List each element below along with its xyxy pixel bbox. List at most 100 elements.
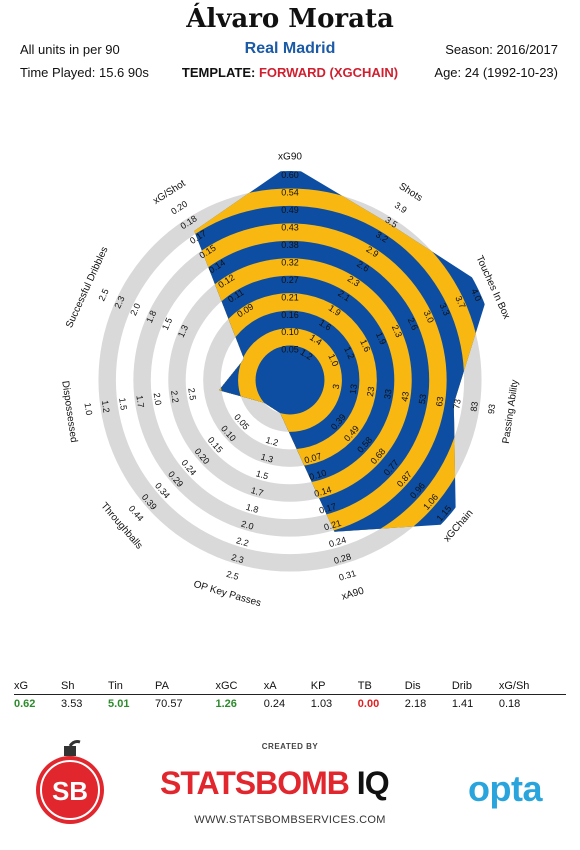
tick-label: 2.5	[96, 287, 110, 303]
stats-value-cell: 0.00	[357, 698, 380, 710]
tick-label: 0.32	[281, 257, 299, 267]
tick-label: 3.3	[438, 302, 452, 318]
tick-label: 3.7	[453, 294, 467, 310]
stats-value-cell: 3.53	[61, 698, 83, 710]
template-label: TEMPLATE:	[181, 65, 256, 80]
tick-label: 23	[365, 386, 376, 397]
tick-label: 1.8	[144, 309, 158, 325]
stats-value-row: 0.62 3.53 5.01 70.57 1.26 0.24 1.03 0.00 2.18 1.4…	[14, 695, 566, 712]
template-line: TEMPLATE: FORWARD (XGCHAIN)	[0, 65, 580, 80]
tick-label: 13	[348, 383, 359, 394]
stats-header-cell: Dis	[404, 679, 452, 695]
tick-label: 1.2	[265, 435, 280, 448]
tick-label: 2.0	[152, 392, 164, 406]
season: Season: 2016/2017	[445, 42, 558, 57]
tick-label: 2.5	[186, 387, 198, 401]
tick-label: 0.10	[281, 327, 299, 337]
created-by: CREATED BY	[261, 742, 319, 751]
stats-header-cell: xA	[263, 679, 311, 695]
tick-label: 0.24	[328, 535, 348, 550]
tick-label: 0.31	[338, 568, 358, 583]
age: Age: 24 (1992-10-23)	[434, 65, 558, 80]
axis-label: xA90	[340, 586, 365, 603]
tick-label: 2.5	[225, 569, 240, 582]
brand-main: STATSBOMB	[160, 765, 350, 801]
tick-label: 0.21	[281, 292, 299, 302]
tick-label: 2.2	[235, 535, 250, 548]
stats-value-cell: 1.03	[310, 698, 333, 710]
club-name: Real Madrid	[244, 40, 336, 57]
stats-value-cell: 70.57	[155, 698, 183, 710]
tick-label: 0.14	[313, 484, 333, 499]
tick-label: 2.3	[390, 323, 404, 339]
tick-label: 0.05	[281, 345, 299, 355]
player-name: Álvaro Morata	[186, 4, 394, 34]
tick-label: 1.3	[260, 452, 275, 465]
tick-label: 73	[451, 398, 462, 409]
badge-text: SB	[52, 776, 88, 806]
tick-label: 0.16	[281, 310, 299, 320]
stats-value-cell: 0.62	[14, 698, 36, 710]
stats-value-cell: 0.18	[498, 698, 521, 710]
tick-label: 0.38	[281, 240, 299, 250]
tick-label: 1.7	[134, 395, 146, 409]
template-value: FORWARD (XGCHAIN)	[258, 65, 399, 80]
tick-label: 1.5	[117, 397, 129, 411]
tick-label: 63	[434, 396, 445, 407]
tick-label: 0.60	[281, 170, 299, 180]
stats-value-cell: 2.18	[404, 698, 427, 710]
stats-value-cell: 1.41	[451, 698, 474, 710]
tick-label: 1.9	[374, 331, 388, 347]
tick-label: 3	[331, 383, 342, 389]
brand-suffix: IQ	[356, 765, 390, 801]
stats-header-cell: Tin	[108, 679, 156, 695]
tick-label: 0.54	[281, 188, 299, 198]
axis-label: xG90	[278, 152, 302, 163]
radar-chart: 0.05 0.10 0.16 0.21 0.27 0.32 0.38 0.43 0.49 0.54…	[59, 152, 521, 610]
tick-label: 1.8	[245, 502, 260, 515]
stats-header-cell: xG	[14, 679, 62, 695]
tick-label: 3.0	[422, 309, 436, 325]
axis-label: Dispossessed	[59, 380, 79, 443]
website-link[interactable]: WWW.STATSBOMBSERVICES.COM	[194, 814, 386, 826]
tick-label: 1.6	[358, 338, 372, 354]
opta-logo: opta	[468, 768, 543, 809]
tick-label: 1.0	[83, 402, 95, 416]
tick-label: 2.6	[406, 316, 420, 332]
stats-header-cell: Drib	[451, 679, 499, 695]
tick-label: 4.0	[469, 287, 483, 303]
tick-label: 1.5	[160, 316, 174, 332]
tick-label: 0.27	[281, 275, 299, 285]
stats-value-cell: 1.26	[215, 698, 237, 710]
tick-label: 83	[469, 401, 480, 412]
tick-label: 0.21	[323, 518, 343, 533]
tick-label: 93	[486, 403, 497, 414]
stats-header-row: xG Sh Tin PA xGC xA KP TB Dis Drib xG/Sh	[14, 679, 566, 695]
tick-label: 2.2	[169, 390, 181, 404]
tick-label: 0.07	[303, 451, 323, 466]
stats-value-cell: 5.01	[108, 698, 130, 710]
axis-label: Shots	[397, 181, 424, 204]
units-note: All units in per 90	[20, 42, 120, 57]
tick-label: 0.49	[281, 205, 299, 215]
tick-label: 0.28	[333, 551, 353, 566]
tick-label: 2.3	[112, 294, 126, 310]
stats-header-cell: TB	[357, 679, 405, 695]
tick-label: 33	[382, 388, 393, 399]
tick-label: 1.2	[100, 400, 112, 414]
stats-value-cell: 0.24	[263, 698, 286, 710]
tick-label: 53	[417, 393, 428, 404]
stats-header-cell: xGC	[215, 679, 264, 695]
polygon-center	[273, 363, 307, 397]
tick-label: 1.3	[176, 323, 190, 339]
tick-label: 0.43	[281, 222, 299, 232]
tick-label: 0.17	[318, 501, 338, 516]
statsbomb-badge-logo: SB	[36, 740, 104, 824]
tick-label: 43	[400, 391, 411, 402]
statsbomb-iq-logo: STATSBOMB IQ	[160, 765, 390, 802]
axis-label: Passing Ability	[501, 379, 521, 444]
tick-label: 1.5	[255, 468, 270, 481]
tick-label: 1.7	[250, 485, 265, 498]
time-played: Time Played: 15.6 90s	[20, 65, 149, 80]
tick-label: 1.0	[326, 352, 340, 368]
